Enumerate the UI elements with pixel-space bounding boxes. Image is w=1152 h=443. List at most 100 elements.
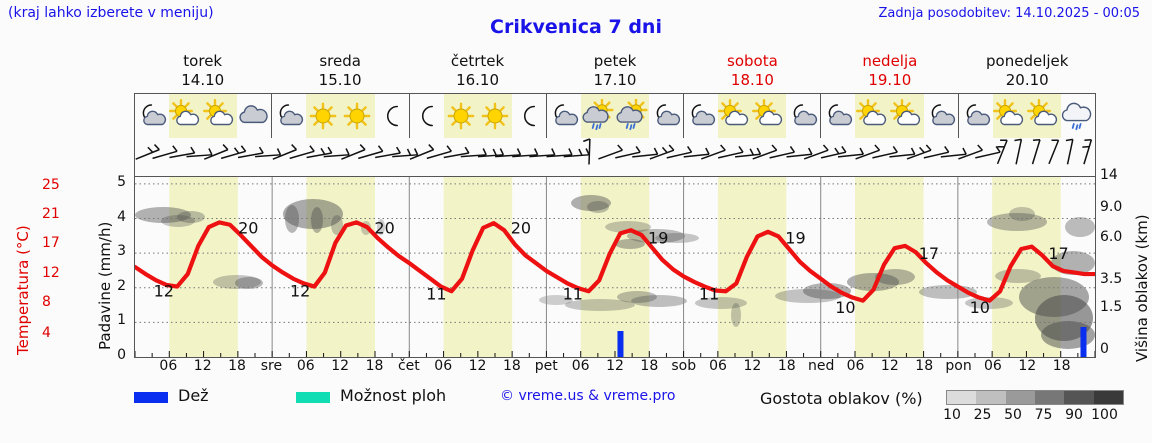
showers-legend-label: Možnost ploh (340, 386, 447, 405)
plot-svg: 20 12 20 12 20 11 19 11 19 11 17 10 17 10 (135, 177, 1095, 357)
x-tick-label: 12 (880, 358, 899, 374)
svg-text:10: 10 (835, 298, 855, 317)
svg-text:10: 10 (970, 298, 990, 317)
cloud-density-tick-labels: 10 25 50 75 90 100 (940, 407, 1140, 425)
legend: Dež Možnost ploh © vreme.us & vreme.pro … (134, 386, 1144, 430)
day-header-petek: petek 17.10 (546, 52, 683, 92)
day-name: petek (593, 52, 637, 70)
x-tick-label: 18 (640, 358, 659, 374)
temperature-axis-title: Temperatura (°C) (14, 225, 32, 355)
x-tick-label: 18 (228, 358, 246, 374)
day-date: 18.10 (730, 71, 774, 89)
x-tick-label: 06 (709, 358, 727, 374)
x-tick-label: 18 (365, 358, 384, 374)
day-name: torek (183, 52, 223, 70)
sun-icon (443, 94, 478, 138)
svg-text:17: 17 (1048, 244, 1068, 263)
cloud-density-step (1034, 391, 1065, 404)
sun-cloud-icon (1026, 94, 1061, 138)
day-header-sobota: sobota 18.10 (684, 52, 821, 92)
cloud-height-tick-1.5: 1.5 (1100, 299, 1123, 316)
icon-day-sobota (684, 94, 822, 138)
cloud-density-step (1005, 391, 1035, 404)
cloud-density-tick: 25 (973, 407, 992, 423)
day-name: četrtek (450, 52, 505, 70)
showers-color-swatch (296, 392, 330, 403)
moon-cloud-icon (923, 94, 958, 138)
x-tick-label: 18 (777, 358, 796, 374)
x-axis-labels: 06 12 18 sre 06 12 18 čet 06 12 18 pet 06 12 18 sob 06 12… (134, 358, 1096, 378)
x-tick-label: 06 (159, 358, 178, 374)
day-name: sreda (319, 52, 361, 70)
sun-cloud-rain-icon (580, 94, 615, 138)
x-tick-label: 12 (468, 358, 487, 374)
x-tick-label: 12 (1018, 358, 1037, 374)
precipitation-tick-3: 3 (117, 243, 126, 260)
moon-cloud-icon (272, 94, 307, 138)
x-tick-label: 18 (915, 358, 934, 374)
moon-cloud-icon (546, 94, 581, 138)
svg-text:11: 11 (426, 284, 446, 303)
sun-cloud-icon (718, 94, 753, 138)
cloud-density-step (976, 391, 1006, 404)
precipitation-tick-1: 1 (117, 312, 126, 329)
icon-day-torek (135, 94, 273, 138)
x-tick-label: ned (807, 358, 835, 374)
sun-cloud-icon (203, 94, 238, 138)
cloud-density-step (947, 391, 977, 404)
location-menu-note[interactable]: (kraj lahko izberete v meniju) (8, 5, 214, 21)
wind-barbs-svg (135, 138, 1093, 165)
weather-icon-row (134, 93, 1096, 138)
temperature-tick-8: 8 (42, 293, 51, 310)
sun-cloud-icon (169, 94, 204, 138)
temperature-tick-25: 25 (42, 176, 60, 193)
sun-icon (477, 94, 512, 138)
day-header-nedelja: nedelja 19.10 (821, 52, 958, 92)
x-tick-label: sre (260, 358, 283, 374)
wind-barb-row (134, 138, 1096, 176)
precipitation-tick-0: 0 (117, 347, 126, 363)
cloud-density-tick: 10 (943, 407, 961, 423)
x-tick-label: 18 (503, 358, 521, 374)
icon-day-sreda (272, 94, 410, 138)
sun-icon (306, 94, 341, 138)
cloud-density-step (1093, 391, 1123, 404)
x-tick-label: čet (397, 358, 420, 374)
page-title: Crikvenica 7 dni (490, 16, 662, 38)
moon-cloud-icon (684, 94, 719, 138)
cloud-height-tick-9.0: 9.0 (1100, 198, 1123, 215)
svg-text:20: 20 (238, 219, 258, 238)
temperature-tick-12: 12 (42, 265, 60, 282)
svg-text:11: 11 (699, 284, 719, 303)
svg-text:20: 20 (511, 219, 531, 238)
sun-cloud-rain-icon (615, 94, 650, 138)
precipitation-tick-2: 2 (117, 277, 126, 294)
day-name: sobota (727, 52, 778, 70)
sun-cloud-icon (752, 94, 787, 138)
cloud-density-tick: 90 (1065, 407, 1083, 423)
copyright-link[interactable]: © vreme.us & vreme.pro (500, 388, 676, 404)
svg-text:20: 20 (374, 219, 394, 238)
day-date: 20.10 (1005, 71, 1049, 89)
cloud-density-tick: 75 (1034, 407, 1053, 423)
sun-cloud-icon (889, 94, 924, 138)
day-date: 17.10 (593, 71, 637, 89)
svg-text:12: 12 (290, 282, 310, 301)
temperature-tick-21: 21 (42, 205, 60, 222)
day-header-ponedeljek: ponedeljek 20.10 (959, 52, 1096, 92)
moon-cloud-icon (649, 94, 684, 138)
sun-cloud-icon (992, 94, 1027, 138)
cloud-height-tick-6.0: 6.0 (1100, 229, 1123, 246)
icon-day-četrtek (409, 94, 547, 138)
day-header-sreda: sreda 15.10 (271, 52, 408, 92)
moon-icon (511, 94, 546, 138)
svg-text:19: 19 (648, 229, 668, 248)
cloud-density-step (1064, 391, 1094, 404)
forecast-plot: 20 12 20 12 20 11 19 11 19 11 17 10 17 10 (134, 176, 1096, 358)
x-tick-label: 12 (743, 358, 762, 374)
moon-cloud-icon (786, 94, 821, 138)
day-date: 15.10 (318, 71, 362, 89)
svg-text:11: 11 (563, 284, 583, 303)
rain-color-swatch (134, 392, 168, 403)
cloud-density-tick: 50 (1004, 407, 1022, 423)
